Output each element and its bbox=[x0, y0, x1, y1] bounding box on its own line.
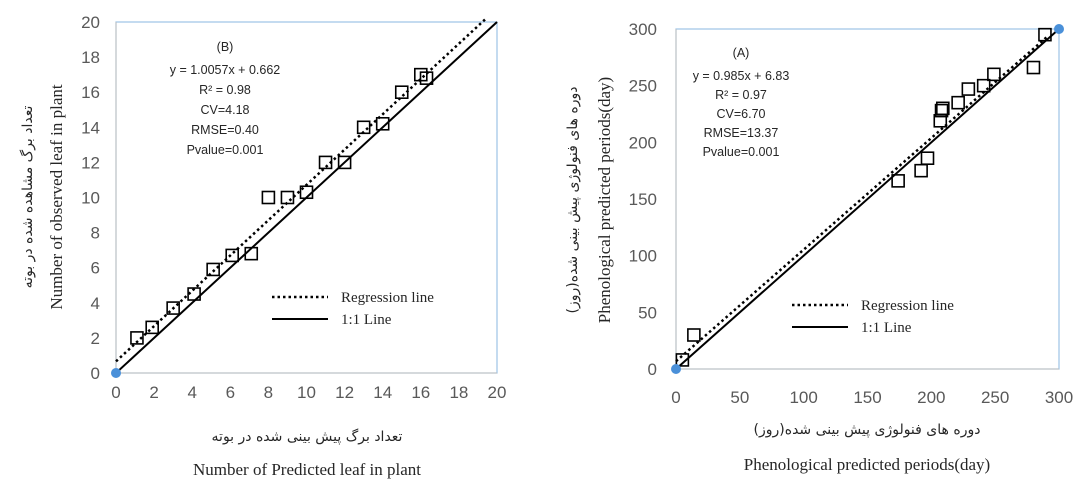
x-tick-label: 12 bbox=[335, 383, 354, 402]
x-tick-label: 150 bbox=[853, 388, 881, 407]
y-tick-label: 2 bbox=[91, 329, 100, 348]
data-point bbox=[419, 71, 434, 85]
y-tick-label: 0 bbox=[648, 360, 657, 379]
x-tick-label: 14 bbox=[373, 383, 392, 402]
stats-annotation: CV=6.70 bbox=[717, 107, 766, 121]
x-tick-label: 2 bbox=[149, 383, 158, 402]
data-point bbox=[187, 287, 201, 301]
data-point bbox=[337, 155, 352, 170]
x-tick-label: 300 bbox=[1045, 388, 1073, 407]
legend-regression-label: Regression line bbox=[861, 298, 954, 314]
stats-annotation: Pvalue=0.001 bbox=[703, 145, 780, 159]
data-point bbox=[130, 331, 144, 345]
x-tick-label: 200 bbox=[917, 388, 945, 407]
stats-annotation: y = 1.0057x + 0.662 bbox=[170, 63, 281, 77]
stats-annotation: Pvalue=0.001 bbox=[187, 143, 264, 157]
y-tick-label: 8 bbox=[91, 224, 100, 243]
data-point bbox=[1038, 27, 1052, 42]
x-tick-label: 50 bbox=[730, 388, 749, 407]
y-tick-label: 100 bbox=[629, 247, 657, 266]
data-point bbox=[261, 190, 276, 205]
x-tick-label: 18 bbox=[449, 383, 468, 402]
data-point bbox=[244, 246, 259, 261]
origin-marker bbox=[111, 368, 121, 378]
data-point bbox=[145, 320, 159, 335]
y-tick-label: 6 bbox=[91, 259, 100, 278]
y-axis-title-persian: تعداد برگ مشاهده شده در بوته bbox=[18, 106, 36, 289]
stats-annotation: R² = 0.98 bbox=[199, 83, 251, 97]
y-axis-title: Number of observed leaf in plant bbox=[47, 84, 66, 309]
legend-one-to-one-label: 1:1 Line bbox=[341, 312, 392, 328]
legend: Regression line 1:1 Line bbox=[792, 298, 954, 336]
panel-label: (B) bbox=[217, 40, 234, 54]
data-point bbox=[976, 78, 991, 93]
x-tick-label: 0 bbox=[671, 388, 680, 407]
legend-regression-label: Regression line bbox=[341, 290, 434, 306]
y-tick-label: 150 bbox=[629, 190, 657, 209]
y-tick-label: 250 bbox=[629, 77, 657, 96]
data-point bbox=[356, 120, 371, 135]
x-tick-label: 0 bbox=[111, 383, 120, 402]
x-tick-label: 6 bbox=[226, 383, 235, 402]
x-tick-label: 10 bbox=[297, 383, 316, 402]
data-point bbox=[394, 85, 409, 99]
x-tick-label: 100 bbox=[789, 388, 817, 407]
x-axis-title: Number of Predicted leaf in plant bbox=[193, 460, 421, 479]
chart-panel-1: 0 2 4 6 8 10 12 14 16 18 20 0 2 4 6 8 10 12 14 16 18 20 (B) y =… bbox=[18, 13, 506, 479]
y-tick-label: 14 bbox=[81, 118, 100, 137]
data-point bbox=[280, 190, 295, 205]
x-axis-title: Phenological predicted periods(day) bbox=[744, 455, 990, 474]
x-tick-label: 16 bbox=[411, 383, 430, 402]
stats-annotation: CV=4.18 bbox=[201, 103, 250, 117]
data-point bbox=[225, 248, 240, 263]
y-tick-label: 18 bbox=[81, 48, 100, 67]
x-axis-title-persian: تعداد برگ پیش بینی شده در بوته bbox=[212, 427, 403, 445]
data-point bbox=[687, 328, 701, 342]
data-point bbox=[675, 353, 690, 367]
data-point bbox=[934, 103, 949, 118]
legend-one-to-one-label: 1:1 Line bbox=[861, 320, 912, 336]
y-tick-label: 12 bbox=[81, 153, 100, 172]
x-tick-label: 4 bbox=[187, 383, 196, 402]
y-axis-title-persian: دوره های فنولوژی پیش بینی شده(روز) bbox=[565, 87, 581, 314]
data-point bbox=[936, 101, 950, 116]
data-point bbox=[206, 262, 220, 277]
y-tick-label: 200 bbox=[629, 133, 657, 152]
chart-panel-2: 0 50 100 150 200 250 300 0 50 100 150 200 250 300 (A) y… bbox=[565, 20, 1073, 474]
panel-label: (A) bbox=[733, 46, 750, 60]
origin-marker bbox=[671, 364, 681, 374]
end-marker bbox=[1054, 24, 1064, 34]
y-tick-label: 10 bbox=[81, 189, 100, 208]
y-tick-label: 300 bbox=[629, 20, 657, 39]
regression-line bbox=[115, 18, 487, 363]
y-tick-label: 50 bbox=[638, 303, 657, 322]
x-tick-label: 250 bbox=[981, 388, 1009, 407]
y-tick-label: 4 bbox=[91, 294, 100, 313]
data-point bbox=[375, 116, 390, 131]
data-point bbox=[891, 174, 905, 188]
data-point bbox=[299, 185, 314, 200]
stats-annotation: RMSE=0.40 bbox=[191, 123, 259, 137]
x-axis-title-persian: دوره های فنولوژی پیش بینی شده(روز) bbox=[754, 422, 981, 438]
data-point bbox=[951, 95, 965, 110]
y-tick-label: 20 bbox=[81, 13, 100, 32]
data-point bbox=[318, 155, 333, 170]
x-tick-label: 8 bbox=[264, 383, 273, 402]
data-point bbox=[987, 67, 1001, 82]
stats-annotation: R² = 0.97 bbox=[715, 88, 767, 102]
data-point bbox=[914, 163, 928, 178]
data-point bbox=[166, 301, 180, 315]
data-point bbox=[920, 151, 935, 165]
stats-annotation: RMSE=13.37 bbox=[704, 126, 779, 140]
y-tick-label: 16 bbox=[81, 83, 100, 102]
data-point bbox=[961, 82, 976, 96]
one-to-one-line bbox=[675, 28, 1060, 370]
y-tick-label: 0 bbox=[91, 364, 100, 383]
stats-annotation: y = 0.985x + 6.83 bbox=[693, 69, 790, 83]
data-point bbox=[1026, 60, 1041, 75]
legend: Regression line 1:1 Line bbox=[272, 290, 434, 328]
y-axis-title: Phenological predicted periods(day) bbox=[595, 77, 614, 323]
x-tick-label: 20 bbox=[488, 383, 507, 402]
